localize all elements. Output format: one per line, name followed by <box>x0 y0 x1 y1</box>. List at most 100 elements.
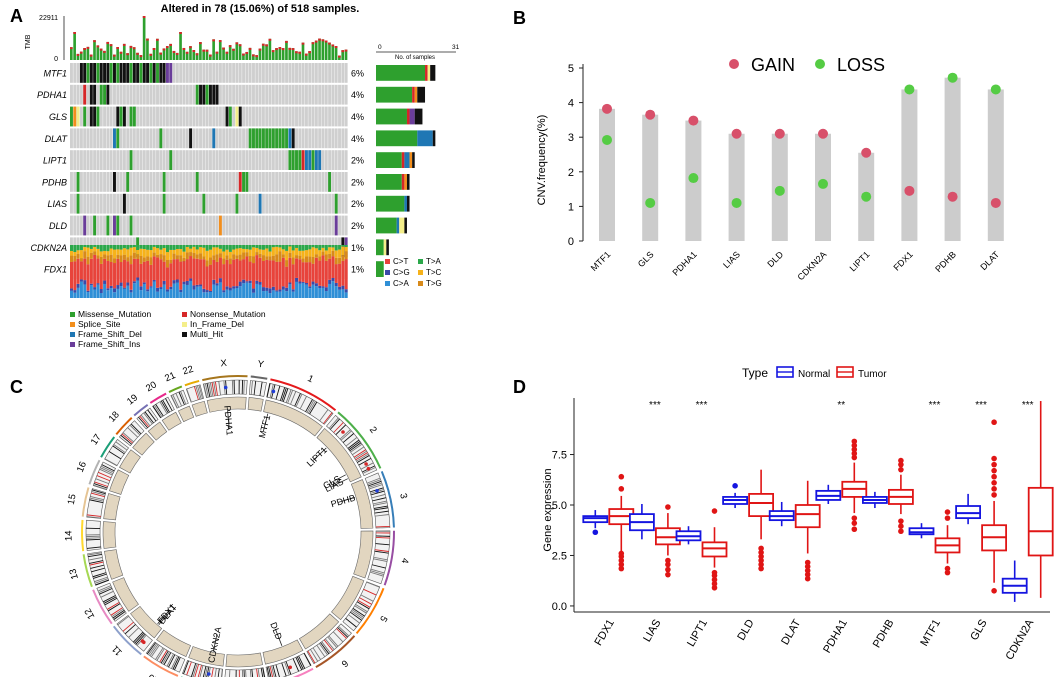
cytoband <box>371 493 386 499</box>
onco-cell-empty <box>314 193 318 214</box>
onco-cell-mutation <box>255 128 259 149</box>
onco-cell-empty <box>205 106 209 127</box>
snv-segment <box>122 245 126 249</box>
onco-cell-empty <box>252 215 255 236</box>
tumor-outlier <box>851 442 858 449</box>
snv-segment <box>126 257 130 262</box>
onco-cell-mutation <box>132 106 136 127</box>
onco-cell-mutation <box>70 106 73 127</box>
mutation-legend-swatch <box>70 312 75 317</box>
snv-segment <box>248 245 252 250</box>
snv-segment <box>146 291 150 298</box>
snv-segment <box>83 258 87 281</box>
tmb-bar <box>288 47 292 60</box>
cytoband <box>373 505 388 509</box>
cytoband <box>316 645 326 658</box>
tmb-bar-cap <box>192 50 196 53</box>
snv-segment <box>119 255 123 263</box>
onco-cell-mutation <box>113 63 116 83</box>
onco-cell-empty <box>218 63 222 83</box>
snv-segment <box>218 257 222 279</box>
tmb-bar-cap <box>324 40 328 43</box>
onco-cell-empty <box>248 63 252 83</box>
snv-legend-swatch <box>385 281 390 286</box>
snv-segment <box>314 254 318 258</box>
cytoband <box>375 525 390 528</box>
snv-segment <box>341 289 345 298</box>
onco-cell-empty <box>318 106 322 127</box>
onco-cell-empty <box>73 193 77 214</box>
snv-segment <box>185 259 189 281</box>
onco-cell-mutation <box>288 150 292 170</box>
onco-cell-empty <box>189 63 193 83</box>
snv-segment <box>152 245 156 247</box>
samples-bar-segment <box>404 195 407 212</box>
tmb-bar <box>308 51 311 60</box>
tumor-outlier <box>618 565 625 572</box>
snv-segment <box>314 283 318 287</box>
snv-segment <box>225 286 229 290</box>
onco-cell-empty <box>321 84 325 105</box>
snv-segment <box>129 292 133 298</box>
tmb-bar <box>169 43 172 60</box>
onco-cell-empty <box>338 172 341 192</box>
onco-cell-empty <box>281 63 285 83</box>
snv-segment <box>338 286 342 290</box>
snv-segment <box>96 248 100 256</box>
tmb-tick-zero: 0 <box>54 56 58 63</box>
chromosome-color-band <box>112 625 142 656</box>
snv-segment <box>245 281 249 283</box>
onco-cell-empty <box>238 128 242 149</box>
samples-bar-segment <box>383 239 387 256</box>
snv-segment <box>189 252 193 257</box>
onco-cell-empty <box>344 193 348 214</box>
chromosome-color-band <box>168 385 183 393</box>
snv-segment <box>288 252 292 258</box>
onco-cell-empty <box>169 128 173 149</box>
cytoband <box>95 579 109 586</box>
tmb-bar-cap <box>225 51 229 54</box>
snv-segment <box>338 263 342 287</box>
cytoband <box>342 433 355 443</box>
onco-cell-empty <box>119 150 123 170</box>
onco-cell-empty <box>79 215 83 236</box>
tumor-outlier <box>898 518 904 524</box>
snv-segment <box>291 250 295 258</box>
mutation-legend-label: Nonsense_Mutation <box>190 309 266 319</box>
samples-bar-segment <box>376 239 384 256</box>
cytoband <box>190 663 197 677</box>
onco-cell-empty <box>252 106 255 127</box>
snv-segment <box>179 255 183 262</box>
onco-cell-empty <box>146 215 150 236</box>
snv-segment <box>129 289 133 293</box>
samples-bar-segment <box>376 65 426 81</box>
tmb-bar <box>255 55 258 60</box>
onco-cell-empty <box>136 150 140 170</box>
tmb-bar-cap <box>215 51 219 54</box>
snv-segment <box>195 249 199 255</box>
snv-segment <box>165 252 169 260</box>
onco-cell-empty <box>189 106 193 127</box>
cytoband <box>127 427 139 438</box>
inner-track <box>119 449 141 474</box>
snv-segment <box>142 282 146 284</box>
snv-segment <box>142 257 146 262</box>
tumor-outlier <box>758 549 764 556</box>
gene-percent: 1% <box>351 265 364 275</box>
chromosome-label: 2 <box>367 425 379 436</box>
snv-segment <box>119 282 123 287</box>
cytoband <box>262 667 265 677</box>
snv-segment <box>334 257 338 265</box>
onco-cell-empty <box>113 106 116 127</box>
onco-cell-empty <box>86 172 90 192</box>
snv-segment <box>248 280 252 284</box>
tumor-outlier <box>758 553 764 560</box>
gene-percent: 4% <box>351 112 364 122</box>
onco-cell-mutation <box>122 106 126 127</box>
onco-cell-empty <box>122 150 126 170</box>
samples-tick-max: 31 <box>452 44 460 51</box>
onco-cell-mutation <box>162 193 166 214</box>
tmb-bar-cap <box>331 44 335 47</box>
snv-segment <box>271 260 275 287</box>
chromosome-color-band <box>143 655 179 677</box>
